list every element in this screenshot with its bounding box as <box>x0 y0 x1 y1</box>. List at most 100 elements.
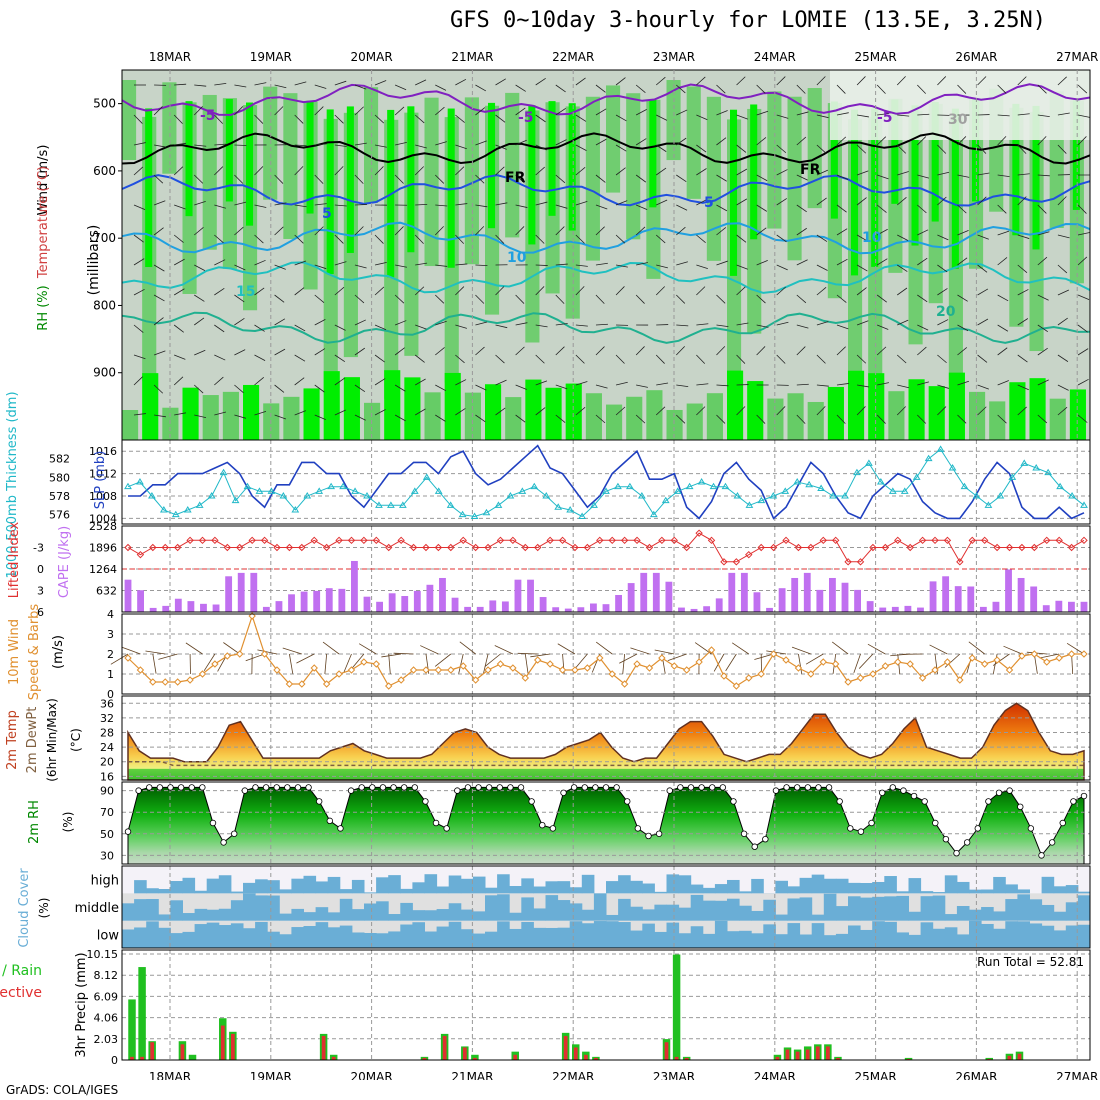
pressure-tick: 800 <box>93 298 116 312</box>
wind-barb <box>314 294 325 303</box>
rh-bright-band <box>407 106 415 253</box>
wind-barb <box>897 234 909 241</box>
wind-barb <box>856 114 869 118</box>
lifted-index-point <box>658 536 666 545</box>
wind-barb <box>434 226 444 236</box>
wind-speed-point <box>1067 650 1076 658</box>
wind-barb <box>194 144 207 147</box>
lifted-index-point <box>695 529 703 537</box>
day-label-bottom: 25MAR <box>855 1070 897 1080</box>
rh-bright-band <box>145 108 153 268</box>
wind-barb <box>575 200 588 206</box>
slp-background <box>122 440 1090 524</box>
cloud-bar <box>327 876 341 894</box>
wind-barb <box>877 174 889 180</box>
wind-barb <box>736 406 746 416</box>
contour-label: -5 <box>518 110 534 126</box>
cloud-bar <box>654 891 667 894</box>
lifted-index-point <box>1018 543 1026 552</box>
cape-bar <box>489 600 497 612</box>
wind-barb <box>1017 234 1030 239</box>
wind-speed-point <box>1018 652 1026 660</box>
wind-barb <box>575 167 586 176</box>
wind-barb <box>716 204 728 212</box>
contour-label: 5 <box>704 195 714 211</box>
wind-barb <box>1017 196 1027 206</box>
rh2m-point <box>539 821 546 829</box>
wind-barb <box>876 204 887 213</box>
wind-speed-point <box>434 666 443 674</box>
wind-barb <box>314 414 326 421</box>
wind-barb <box>394 106 405 116</box>
cape-bar <box>451 597 459 612</box>
cloud-bar <box>581 874 595 894</box>
cloud-bar <box>920 922 934 948</box>
wind-barb <box>897 114 910 117</box>
precip-convective-bar <box>906 1058 911 1060</box>
wind-barb <box>575 114 587 122</box>
wind-barb <box>475 414 486 423</box>
cloud-bar <box>944 914 958 921</box>
cape-bar <box>313 590 321 612</box>
rh-low-band <box>1009 382 1026 440</box>
cloud-bar <box>618 875 631 894</box>
rh-bright-band <box>185 101 193 217</box>
wind-barb <box>696 286 706 296</box>
cloud-bar <box>218 908 232 921</box>
day-label-top: 19MAR <box>250 50 292 64</box>
cape-tick: 1264 <box>89 563 117 576</box>
wind-barb <box>314 203 327 206</box>
rh2m-point <box>900 787 907 794</box>
wind-barb <box>415 324 427 330</box>
rh-low-band <box>848 370 865 440</box>
lifted-index-point <box>546 536 554 545</box>
lifted-index-point <box>397 536 405 545</box>
cloud-bar <box>557 927 571 948</box>
lifted-index-point <box>633 536 641 545</box>
rh2m-point <box>836 798 843 805</box>
wind-barb <box>314 84 327 89</box>
lifted-index-point <box>993 543 1001 552</box>
cape-bar <box>300 591 308 612</box>
wind-barb <box>816 169 829 176</box>
cape-bar <box>527 579 534 612</box>
wind-barb <box>495 144 507 150</box>
wind-barb <box>997 230 1010 236</box>
precip-convective-bar <box>230 1033 235 1060</box>
wind-barb <box>1057 264 1068 274</box>
rh-bright-band <box>891 99 899 204</box>
wind-barb-10m <box>152 653 157 674</box>
wind-barb <box>836 324 849 330</box>
rh2m-point <box>751 843 758 850</box>
wind-speed-point <box>546 660 554 668</box>
cloud-bar <box>448 921 462 948</box>
wind-barb-10m <box>731 642 750 655</box>
cloud-bar <box>158 927 171 948</box>
lifted-index-point <box>645 543 654 552</box>
wind-barb <box>816 406 826 416</box>
rh2m-point <box>369 784 376 791</box>
wind-speed-point <box>534 656 542 664</box>
wind-barb <box>535 324 548 328</box>
rh-bright-band <box>346 106 354 253</box>
wind-barb-10m <box>622 653 626 674</box>
wind-barb <box>977 196 987 206</box>
thickness-point <box>1080 501 1088 508</box>
wind-barb <box>937 76 947 86</box>
wind-barb <box>897 319 909 326</box>
cloud-bar <box>388 931 401 948</box>
cloud-bar <box>170 900 183 921</box>
wind-barb <box>957 204 967 214</box>
wind-barb <box>575 354 585 364</box>
wind-barb <box>1057 144 1067 154</box>
cloud-bar <box>835 878 849 894</box>
wind-barb <box>374 262 387 266</box>
rh-low-band <box>202 395 219 440</box>
wind-barb <box>696 323 709 326</box>
wind-barb <box>133 376 143 386</box>
wind-barb <box>977 354 988 363</box>
wind-barb <box>194 349 206 356</box>
precip-convective-bar <box>815 1046 820 1060</box>
wind-barb <box>334 234 344 244</box>
wind-barb <box>274 174 284 184</box>
